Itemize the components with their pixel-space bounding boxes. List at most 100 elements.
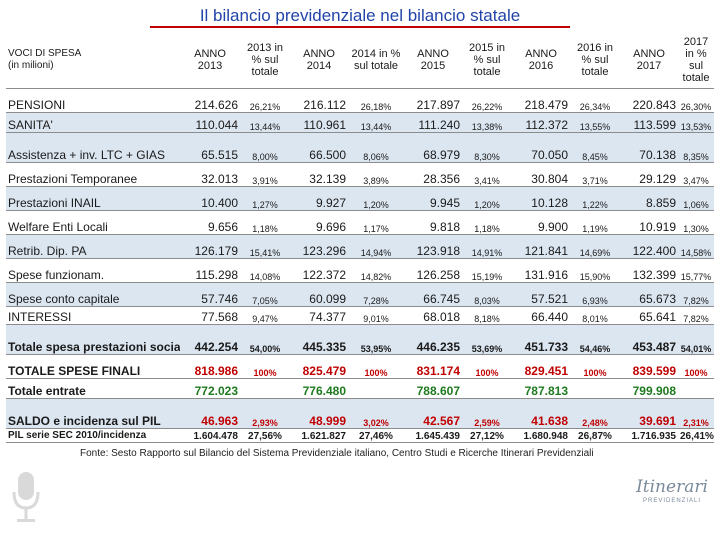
- value-cell: 30.804: [512, 162, 570, 187]
- row-label: Spese conto capitale: [6, 282, 180, 307]
- header-col: ANNO 2015: [404, 32, 462, 89]
- percent-cell: 26,18%: [348, 88, 404, 113]
- percent-cell: 13,44%: [240, 112, 290, 133]
- value-cell: 214.626: [180, 88, 240, 113]
- percent-cell: 2,48%: [570, 398, 620, 429]
- table-row: Retrib. Dip. PA 126.179 15,41% 123.296 14,94…: [6, 234, 714, 259]
- percent-cell: 15,90%: [570, 258, 620, 283]
- row-label: SALDO e incidenza sul PIL: [6, 398, 180, 429]
- percent-cell: 15,19%: [462, 258, 512, 283]
- logo-script: Itinerari: [636, 477, 708, 497]
- value-cell: 28.356: [404, 162, 462, 187]
- row-label: TOTALE SPESE FINALI: [6, 354, 180, 379]
- value-cell: 66.440: [512, 306, 570, 325]
- value-cell: 217.897: [404, 88, 462, 113]
- percent-cell: 3,91%: [240, 162, 290, 187]
- percent-cell: 3,41%: [462, 162, 512, 187]
- header-label: VOCI DI SPESA (in milioni): [6, 32, 180, 89]
- value-cell: 41.638: [512, 398, 570, 429]
- percent-cell: 13,44%: [348, 112, 404, 133]
- value-cell: 123.296: [290, 234, 348, 259]
- header-col: 2013 in % sul totale: [240, 32, 290, 89]
- percent-cell: 8,45%: [570, 132, 620, 163]
- header-col: ANNO 2013: [180, 32, 240, 89]
- value-cell: 66.745: [404, 282, 462, 307]
- value-cell: 113.599: [620, 112, 678, 133]
- value-cell: 126.258: [404, 258, 462, 283]
- row-label: INTERESSI: [6, 306, 180, 325]
- percent-cell: 8,00%: [240, 132, 290, 163]
- percent-cell: 9,01%: [348, 306, 404, 325]
- value-cell: 42.567: [404, 398, 462, 429]
- value-cell: 65.673: [620, 282, 678, 307]
- value-cell: 9.900: [512, 210, 570, 235]
- value-cell: 46.963: [180, 398, 240, 429]
- percent-cell: 1,30%: [678, 210, 714, 235]
- microphone-icon: [12, 472, 40, 522]
- table-row: PIL serie SEC 2010/incidenza 1.604.478 27,…: [6, 428, 714, 443]
- value-cell: 66.500: [290, 132, 348, 163]
- percent-cell: 1,17%: [348, 210, 404, 235]
- value-cell: 220.843: [620, 88, 678, 113]
- value-cell: 32.139: [290, 162, 348, 187]
- value-cell: 10.400: [180, 186, 240, 211]
- table-row: Prestazioni Temporanee 32.013 3,91% 32.139 3…: [6, 162, 714, 187]
- value-cell: 839.599: [620, 354, 678, 379]
- percent-cell: 54,00%: [240, 324, 290, 355]
- percent-cell: 7,82%: [678, 282, 714, 307]
- percent-cell: 26,21%: [240, 88, 290, 113]
- value-cell: 445.335: [290, 324, 348, 355]
- value-cell: 10.919: [620, 210, 678, 235]
- row-label: SANITA': [6, 112, 180, 133]
- percent-cell: 8,35%: [678, 132, 714, 163]
- value-cell: 831.174: [404, 354, 462, 379]
- value-cell: 77.568: [180, 306, 240, 325]
- value-cell: 122.400: [620, 234, 678, 259]
- value-cell: 10.128: [512, 186, 570, 211]
- value-cell: 1.604.478: [180, 428, 240, 443]
- value-cell: 57.746: [180, 282, 240, 307]
- table-row: Totale entrate 772.023 776.480 788.607 787.8…: [6, 378, 714, 399]
- value-cell: 799.908: [620, 378, 678, 399]
- table-row: SANITA' 110.044 13,44% 110.961 13,44% 111.240…: [6, 112, 714, 133]
- value-cell: 111.240: [404, 112, 462, 133]
- percent-cell: 26,87%: [570, 428, 620, 443]
- percent-cell: 27,56%: [240, 428, 290, 443]
- logo-sub: PREVIDENZIALI: [642, 498, 701, 504]
- percent-cell: 1,27%: [240, 186, 290, 211]
- row-label: Totale entrate: [6, 378, 180, 399]
- percent-cell: 54,46%: [570, 324, 620, 355]
- percent-cell: 8,30%: [462, 132, 512, 163]
- value-cell: 74.377: [290, 306, 348, 325]
- value-cell: 121.841: [512, 234, 570, 259]
- percent-cell: 8,18%: [462, 306, 512, 325]
- percent-cell: 1,20%: [462, 186, 512, 211]
- value-cell: 788.607: [404, 378, 462, 399]
- value-cell: 9.818: [404, 210, 462, 235]
- percent-cell: 1,20%: [348, 186, 404, 211]
- percent-cell: 8,06%: [348, 132, 404, 163]
- percent-cell: 2,59%: [462, 398, 512, 429]
- percent-cell: 26,30%: [678, 88, 714, 113]
- budget-table: VOCI DI SPESA (in milioni) ANNO 2013 201…: [6, 32, 714, 443]
- value-cell: 8.859: [620, 186, 678, 211]
- percent-cell: 14,82%: [348, 258, 404, 283]
- row-label: Prestazioni INAIL: [6, 186, 180, 211]
- percent-cell: 14,69%: [570, 234, 620, 259]
- value-cell: 68.979: [404, 132, 462, 163]
- value-cell: 70.138: [620, 132, 678, 163]
- value-cell: 110.961: [290, 112, 348, 133]
- value-cell: 131.916: [512, 258, 570, 283]
- percent-cell: 8,03%: [462, 282, 512, 307]
- percent-cell: 14,91%: [462, 234, 512, 259]
- percent-cell: 1,06%: [678, 186, 714, 211]
- header-col: 2016 in % sul totale: [570, 32, 620, 89]
- percent-cell: 3,89%: [348, 162, 404, 187]
- value-cell: 115.298: [180, 258, 240, 283]
- table-body: PENSIONI 214.626 26,21% 216.112 26,18% 217.89…: [6, 88, 714, 443]
- value-cell: 48.999: [290, 398, 348, 429]
- table-row: Spese conto capitale 57.746 7,05% 60.099 7,2…: [6, 282, 714, 307]
- percent-cell: 26,22%: [462, 88, 512, 113]
- row-label: Assistenza + inv. LTC + GIAS: [6, 132, 180, 163]
- percent-cell: 15,77%: [678, 258, 714, 283]
